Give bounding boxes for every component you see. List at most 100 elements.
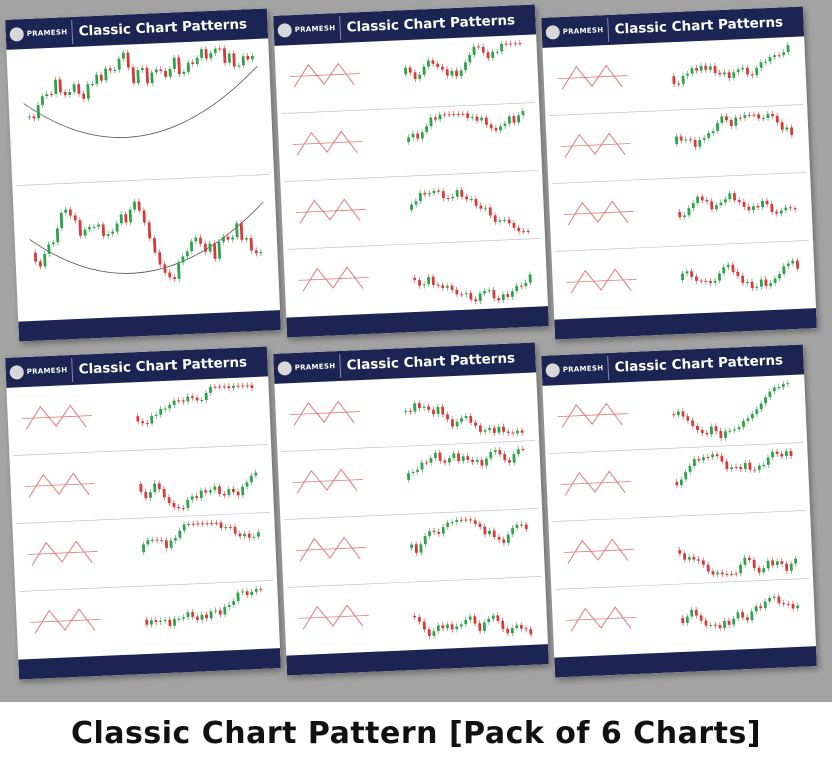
pattern-line	[289, 73, 360, 77]
candle	[108, 68, 112, 71]
candle	[78, 220, 82, 236]
candle	[246, 55, 250, 60]
candle	[768, 598, 772, 602]
candle	[483, 430, 487, 432]
candle	[139, 484, 143, 492]
candle	[500, 43, 504, 52]
candle	[494, 128, 498, 131]
candle	[777, 55, 781, 57]
candle	[773, 278, 777, 283]
divider	[281, 102, 536, 114]
candle	[182, 617, 185, 619]
caption: Classic Chart Pattern [Pack of 6 Charts]	[70, 716, 762, 751]
pattern-sketch	[299, 198, 361, 224]
candle	[727, 72, 731, 79]
candle	[752, 114, 756, 116]
pattern-line	[557, 413, 628, 417]
candle	[475, 460, 479, 462]
pattern-sketch	[564, 470, 626, 496]
poster-body	[542, 374, 816, 657]
candle	[728, 430, 732, 432]
pattern-line	[295, 209, 366, 213]
candle	[775, 561, 779, 566]
candle	[437, 531, 441, 534]
divider	[13, 444, 268, 456]
candle	[144, 491, 148, 499]
candle	[83, 229, 87, 236]
candle	[762, 568, 766, 573]
candle	[511, 527, 515, 535]
candle	[691, 203, 695, 209]
candle	[699, 280, 703, 282]
candle	[169, 540, 173, 548]
pattern-line	[24, 483, 95, 487]
candle	[759, 606, 763, 609]
candle	[501, 620, 505, 630]
candle	[510, 291, 514, 297]
candle	[245, 238, 248, 240]
candle	[195, 397, 199, 401]
candle	[422, 66, 426, 75]
candle	[513, 43, 517, 45]
candle	[38, 261, 42, 267]
candle	[796, 605, 800, 609]
candle	[492, 530, 496, 538]
candle	[455, 289, 459, 295]
candle	[486, 52, 490, 59]
candle	[429, 458, 433, 463]
candle	[771, 451, 775, 458]
candle	[697, 458, 701, 461]
candle	[178, 530, 182, 538]
candle	[478, 425, 482, 432]
candle	[684, 139, 688, 141]
candle	[465, 196, 469, 200]
candle	[512, 116, 516, 123]
candle	[245, 591, 249, 596]
candle	[464, 619, 468, 625]
candle	[186, 62, 190, 72]
candle	[672, 76, 676, 85]
candle	[191, 612, 195, 617]
candle	[145, 67, 150, 84]
divider	[549, 442, 804, 454]
candle	[764, 397, 768, 404]
candle	[736, 271, 740, 277]
poster-title: Classic Chart Patterns	[614, 14, 784, 38]
divider	[281, 440, 536, 452]
candle	[726, 264, 730, 268]
candle	[777, 596, 781, 604]
candle	[73, 215, 77, 221]
candle	[794, 558, 798, 564]
candle	[672, 414, 676, 416]
candle	[456, 113, 460, 115]
candle	[492, 427, 496, 433]
candle	[766, 560, 770, 569]
candle	[172, 57, 177, 69]
candle	[148, 492, 152, 498]
pattern-sketch	[302, 604, 364, 630]
poster-title: Classic Chart Patterns	[78, 16, 248, 40]
candle	[706, 564, 710, 572]
candle	[680, 273, 685, 281]
candle	[716, 572, 720, 575]
candle	[117, 58, 121, 70]
candle	[720, 116, 724, 123]
candle	[417, 403, 421, 409]
candle	[731, 264, 735, 273]
candle	[511, 432, 515, 434]
candle	[765, 200, 769, 205]
candle	[739, 564, 743, 574]
candle	[489, 124, 493, 129]
candle	[177, 57, 181, 75]
pattern-illustrations	[549, 42, 810, 294]
candle	[32, 116, 36, 119]
candle	[427, 629, 431, 637]
candle	[788, 207, 792, 209]
brand: PRAMESH	[562, 364, 604, 374]
poster: PRAMESH Classic Chart Patterns	[5, 346, 281, 680]
candle	[502, 426, 506, 432]
candle	[519, 285, 523, 287]
candle	[157, 483, 161, 490]
candle	[194, 237, 198, 242]
candle	[441, 406, 445, 415]
